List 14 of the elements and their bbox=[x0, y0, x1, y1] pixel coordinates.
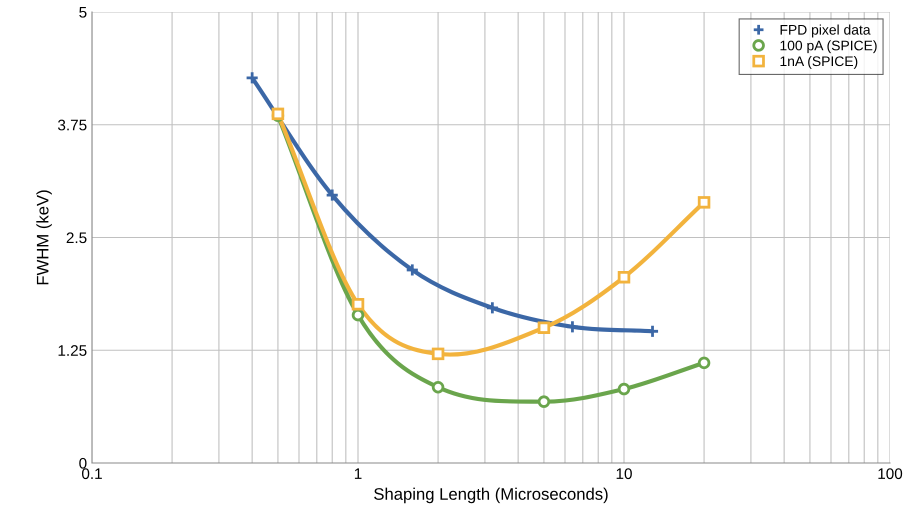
y-tick-label: 1.25 bbox=[58, 345, 86, 356]
x-tick-label: 0.1 bbox=[82, 468, 102, 480]
legend-label: 100 pA (SPICE) bbox=[780, 40, 877, 54]
x-tick-label: 10 bbox=[616, 468, 632, 480]
legend-label: FPD pixel data bbox=[780, 24, 871, 38]
y-axis-title: FWHM (keV) bbox=[36, 190, 52, 284]
y-tick-label: 0 bbox=[79, 458, 87, 469]
x-tick-label: 100 bbox=[878, 468, 902, 480]
x-axis-title: Shaping Length (Microseconds) bbox=[374, 488, 608, 504]
y-tick-label: 2.5 bbox=[66, 232, 86, 244]
x-tick-label: 1 bbox=[354, 468, 362, 479]
y-tick-label: 5 bbox=[79, 7, 86, 18]
legend-label: 1nA (SPICE) bbox=[780, 56, 858, 69]
y-tick-label: 3.75 bbox=[58, 120, 86, 130]
